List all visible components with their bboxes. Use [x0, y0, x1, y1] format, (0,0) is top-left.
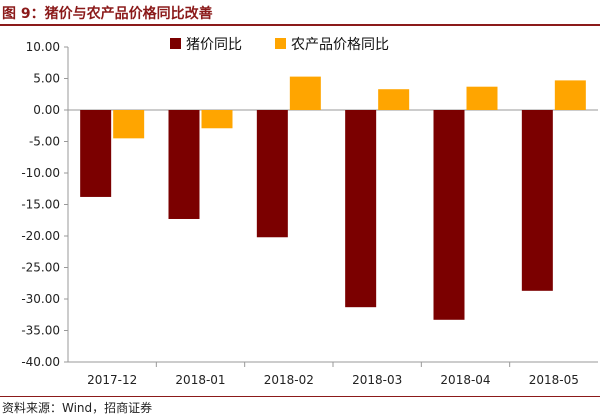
y-tick-label: -10.00 [21, 166, 60, 180]
bar-agri [554, 80, 586, 110]
x-tick-label: 2018-03 [352, 373, 402, 387]
bar-pork [521, 110, 553, 291]
x-tick-label: 2018-02 [264, 373, 314, 387]
y-tick-label: 10.00 [26, 40, 60, 54]
bar-agri [113, 110, 145, 139]
bar-pork [80, 110, 112, 197]
y-tick-label: -35.00 [21, 324, 60, 338]
bar-pork [256, 110, 288, 238]
bar-pork [345, 110, 377, 308]
chart-bars [80, 76, 586, 320]
y-tick-label: 5.00 [33, 72, 60, 86]
bar-pork [168, 110, 200, 219]
y-tick-label: -40.00 [21, 355, 60, 369]
x-tick-label: 2018-04 [440, 373, 490, 387]
chart-labels: 10.00 5.00 0.00 -5.00 -10.00 -15.00 -20.00 -25.… [21, 40, 579, 387]
y-tick-label: 0.00 [33, 103, 60, 117]
y-tick-label: -5.00 [29, 135, 60, 149]
y-tick-label: -15.00 [21, 198, 60, 212]
bar-chart: 10.00 5.00 0.00 -5.00 -10.00 -15.00 -20.00 -25.… [21, 37, 598, 387]
bar-agri [378, 89, 410, 110]
legend-swatch-pork [170, 38, 181, 49]
bar-agri [201, 110, 233, 129]
bar-agri [289, 76, 321, 110]
title-rule [0, 24, 600, 26]
y-tick-label: -30.00 [21, 292, 60, 306]
legend-label-pork: 猪价同比 [186, 37, 242, 53]
figure-title: 图 9：猪价与农产品价格同比改善 [2, 6, 213, 22]
footer-rule [0, 396, 600, 397]
chart-axes [64, 46, 598, 367]
chart-legend: 猪价同比 农产品价格同比 [170, 37, 389, 53]
y-tick-label: -20.00 [21, 229, 60, 243]
legend-swatch-agri [275, 38, 286, 49]
y-tick-label: -25.00 [21, 261, 60, 275]
x-tick-label: 2018-05 [529, 373, 579, 387]
source-note: 资料来源：Wind，招商证券 [2, 401, 153, 415]
legend-label-agri: 农产品价格同比 [291, 37, 389, 53]
x-tick-label: 2018-01 [175, 373, 225, 387]
bar-pork [433, 110, 465, 320]
bar-agri [466, 86, 498, 110]
x-tick-label: 2017-12 [87, 373, 137, 387]
